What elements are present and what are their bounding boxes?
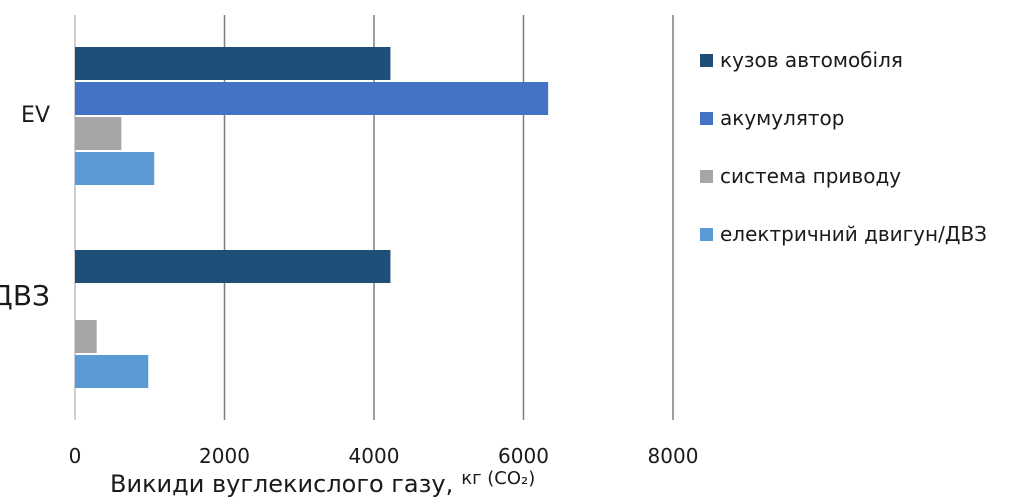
- bar-ev-series-0: [75, 47, 391, 80]
- bar-ice-series-0: [75, 250, 391, 283]
- x-tick-label: 4000: [349, 444, 400, 468]
- legend-label: система приводу: [720, 164, 901, 188]
- bar-ev-series-2: [75, 117, 122, 150]
- bar-ev-series-3: [75, 152, 155, 185]
- legend-item: кузов автомобіля: [700, 48, 903, 72]
- x-axis-title: Викиди вуглекислого газу, кг (CO₂): [110, 468, 535, 498]
- x-tick-label: 2000: [199, 444, 250, 468]
- legend-label: акумулятор: [720, 106, 845, 130]
- category-labels: EV ДВЗ: [0, 103, 50, 312]
- legend-swatch: [700, 112, 713, 125]
- legend: кузов автомобіля акумулятор система привод…: [700, 48, 987, 246]
- x-tick-label: 8000: [648, 444, 699, 468]
- legend-swatch: [700, 170, 713, 183]
- legend-item: система приводу: [700, 164, 901, 188]
- bar-ice-series-2: [75, 320, 97, 353]
- legend-label: кузов автомобіля: [720, 48, 903, 72]
- x-tick-labels: 0 2000 4000 6000 8000: [69, 444, 699, 468]
- legend-swatch: [700, 54, 713, 67]
- category-label: EV: [21, 103, 50, 128]
- legend-item: акумулятор: [700, 106, 845, 130]
- category-label: ДВЗ: [0, 279, 50, 312]
- x-axis-title-separator: ,: [446, 470, 454, 498]
- bar-ice-series-3: [75, 355, 149, 388]
- legend-item: електричний двигун/ДВЗ: [700, 222, 987, 246]
- x-axis-title-text: Викиди вуглекислого газу: [110, 470, 446, 498]
- x-axis-unit: кг (CO₂): [461, 468, 535, 489]
- bars: [75, 47, 549, 388]
- legend-swatch: [700, 228, 713, 241]
- x-tick-label: 0: [69, 444, 82, 468]
- bar-ev-series-1: [75, 82, 549, 115]
- x-tick-label: 6000: [498, 444, 549, 468]
- legend-label: електричний двигун/ДВЗ: [720, 222, 987, 246]
